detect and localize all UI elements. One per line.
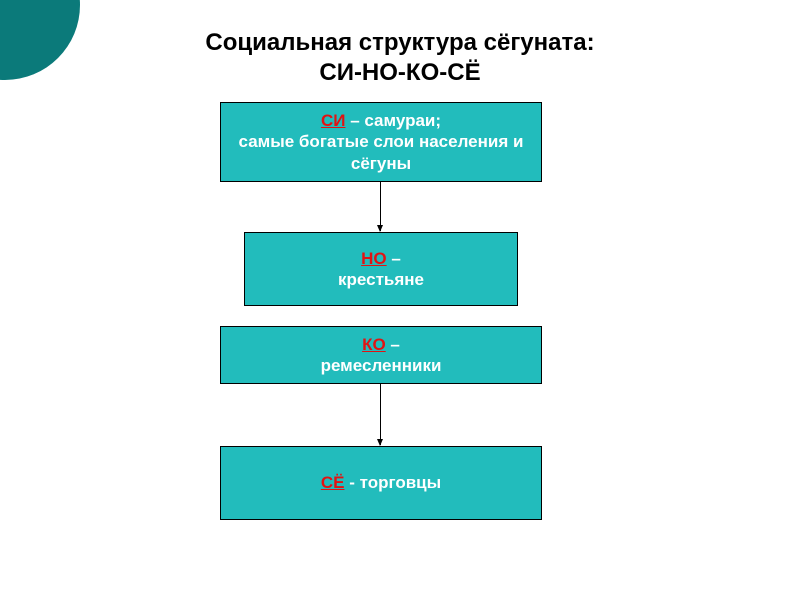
tier-prefix: СЁ xyxy=(321,473,345,492)
tier-extra: самые богатые слои населения и сёгуны xyxy=(221,131,541,174)
arrow-si-no xyxy=(380,181,381,231)
tier-no: НО – крестьяне xyxy=(244,232,518,306)
tier-sep: – xyxy=(386,335,400,354)
tier-tail: самураи; xyxy=(364,111,441,130)
title-line-2: СИ-НО-КО-СЁ xyxy=(0,58,800,88)
tier-extra: ремесленники xyxy=(221,355,541,376)
tier-prefix: КО xyxy=(362,335,386,354)
tier-syo: СЁ - торговцы xyxy=(220,446,542,520)
tier-ko: КО – ремесленники xyxy=(220,326,542,384)
tier-sep: – xyxy=(387,249,401,268)
tier-sep: - xyxy=(345,473,360,492)
tier-tail: торговцы xyxy=(360,473,442,492)
tier-sep: – xyxy=(345,111,364,130)
diagram-title: Социальная структура сёгуната: СИ-НО-КО-… xyxy=(0,28,800,88)
tier-extra: крестьяне xyxy=(245,269,517,290)
tier-prefix: СИ xyxy=(321,111,346,130)
arrow-ko-syo xyxy=(380,383,381,445)
tier-si: СИ – самураи; самые богатые слои населен… xyxy=(220,102,542,182)
title-line-1: Социальная структура сёгуната: xyxy=(0,28,800,58)
tier-prefix: НО xyxy=(361,249,387,268)
